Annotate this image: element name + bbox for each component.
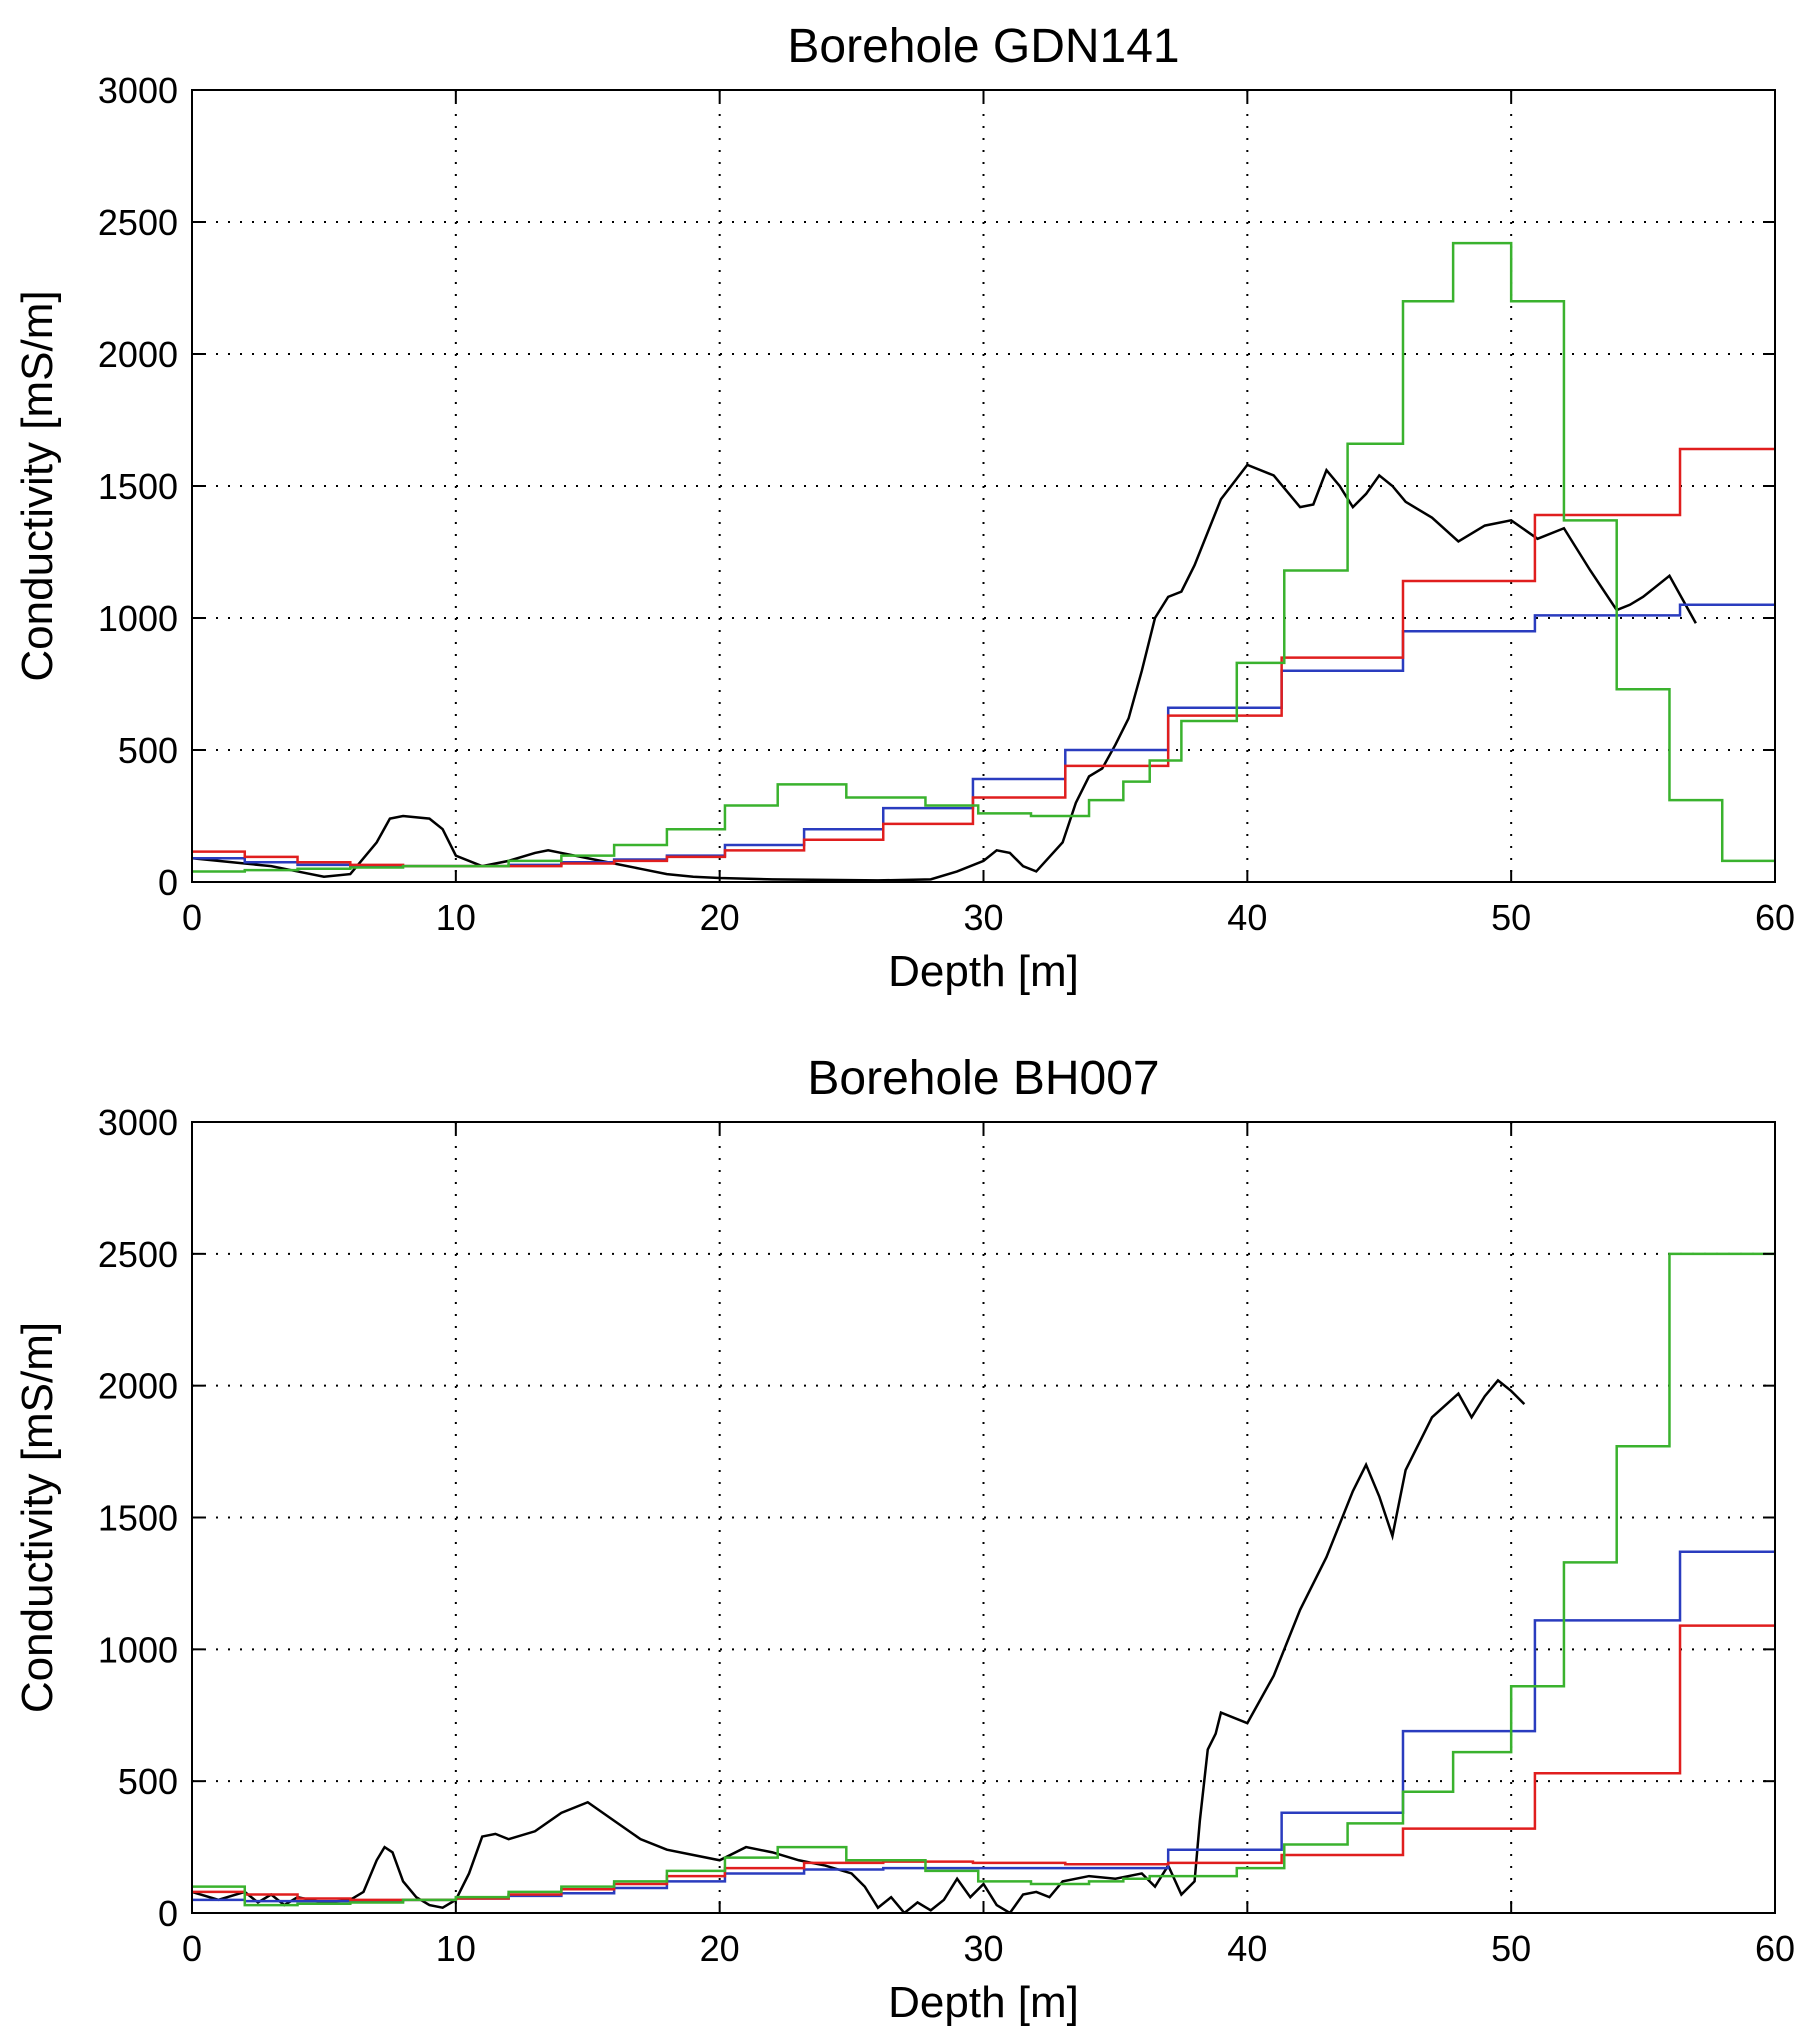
series-line-1 xyxy=(192,463,1697,882)
y-tick-label: 1500 xyxy=(98,1498,178,1539)
y-tick-label: 2500 xyxy=(98,202,178,243)
y-tick-label: 2000 xyxy=(98,334,178,375)
y-tick-label: 500 xyxy=(118,730,178,771)
series-line-4 xyxy=(192,241,1775,873)
x-tick-label: 60 xyxy=(1755,897,1795,938)
x-axis-label: Depth [m] xyxy=(888,947,1079,996)
series-line-3 xyxy=(192,1624,1775,1902)
series-line-1 xyxy=(192,1378,1526,1913)
y-tick-label: 0 xyxy=(158,1893,178,1934)
x-tick-label: 40 xyxy=(1227,897,1267,938)
y-tick-label: 2000 xyxy=(98,1366,178,1407)
y-tick-label: 0 xyxy=(158,862,178,903)
chart-title: Borehole GDN141 xyxy=(787,20,1179,73)
y-tick-label: 1000 xyxy=(98,1629,178,1670)
y-tick-label: 1500 xyxy=(98,466,178,507)
y-tick-label: 2500 xyxy=(98,1234,178,1275)
x-tick-label: 0 xyxy=(182,897,202,938)
y-axis-label: Conductivity [mS/m] xyxy=(13,290,62,681)
y-axis-label: Conductivity [mS/m] xyxy=(13,1322,62,1713)
x-tick-label: 0 xyxy=(182,1928,202,1969)
x-tick-label: 30 xyxy=(963,897,1003,938)
x-tick-label: 50 xyxy=(1491,1928,1531,1969)
x-tick-label: 10 xyxy=(436,897,476,938)
x-axis-label: Depth [m] xyxy=(888,1978,1079,2027)
y-tick-label: 3000 xyxy=(98,70,178,111)
x-tick-label: 20 xyxy=(700,1928,740,1969)
x-tick-label: 30 xyxy=(963,1928,1003,1969)
series-group xyxy=(192,241,1775,882)
chart-panel-2: 0 10 20 30 40 50 60 0 500 1000 1500 2000 2500 3000 Bor… xyxy=(13,1052,1795,2027)
x-tick-label: 40 xyxy=(1227,1928,1267,1969)
series-group xyxy=(192,1252,1775,1913)
series-line-2 xyxy=(192,603,1775,868)
x-tick-label: 50 xyxy=(1491,897,1531,938)
series-line-3 xyxy=(192,447,1775,868)
chart-title: Borehole BH007 xyxy=(807,1052,1159,1105)
y-tick-label: 3000 xyxy=(98,1102,178,1143)
chart-panel-1: 0 10 20 30 40 50 60 0 500 1000 1500 2000 2500 3000 Bor… xyxy=(13,20,1795,996)
x-tick-label: 20 xyxy=(700,897,740,938)
x-tick-label: 60 xyxy=(1755,1928,1795,1969)
y-tick-label: 500 xyxy=(118,1761,178,1802)
x-tick-label: 10 xyxy=(436,1928,476,1969)
series-line-2 xyxy=(192,1550,1775,1903)
series-line-4 xyxy=(192,1252,1775,1907)
y-tick-label: 1000 xyxy=(98,598,178,639)
